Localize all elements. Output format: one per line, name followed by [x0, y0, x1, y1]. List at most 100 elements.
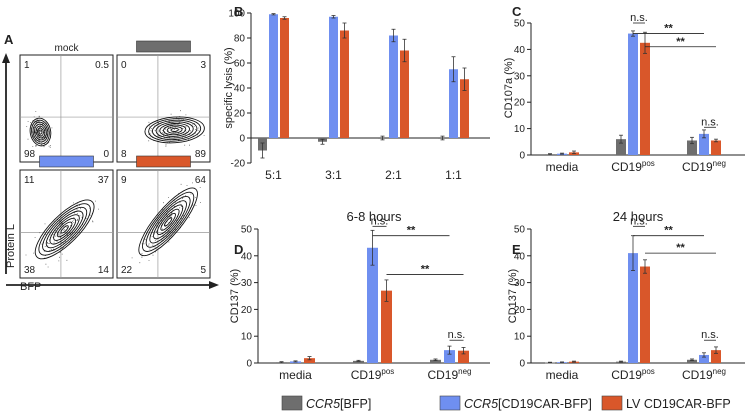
- x-tick-label: CD19pos: [611, 159, 655, 174]
- quadrant-value: 8: [121, 149, 127, 160]
- contour-line: [138, 187, 198, 257]
- y-tick-label: -20: [231, 159, 246, 170]
- quadrant-value: 5: [200, 265, 206, 276]
- flow-plot-3: 11 37 38 14: [19, 155, 114, 279]
- panel-a-x-arrowhead: [209, 281, 219, 289]
- y-tick-label: 20: [514, 305, 526, 316]
- panel-a-ylabel: Protein L: [5, 224, 17, 268]
- quadrant-value: 1: [24, 60, 30, 71]
- y-tick-label: 0: [239, 134, 245, 145]
- significance-label: **: [664, 23, 673, 35]
- legend-label: CCR5[CD19CAR-BFP]: [464, 397, 592, 411]
- significance-label: **: [676, 242, 685, 254]
- bar: [458, 350, 469, 363]
- y-axis-label: CD137 (%): [507, 269, 519, 323]
- quadrant-value: 38: [24, 265, 36, 276]
- y-tick-label: 40: [241, 251, 253, 262]
- contour-line: [163, 124, 187, 136]
- y-tick-label: 60: [234, 59, 246, 70]
- y-tick-label: 40: [514, 251, 526, 262]
- bar: [640, 266, 650, 363]
- y-tick-label: 40: [514, 45, 526, 56]
- contour-line: [32, 121, 49, 143]
- quadrant-value: 89: [195, 149, 207, 160]
- y-tick-label: 50: [241, 225, 253, 236]
- flow-plot-color-bar: [39, 155, 94, 168]
- contour-line: [38, 203, 91, 256]
- y-axis-label: CD107a (%): [503, 58, 515, 119]
- significance-label: **: [421, 264, 430, 276]
- x-tick-label: 1:1: [445, 168, 462, 182]
- bar: [430, 359, 441, 363]
- contour-line: [160, 212, 176, 231]
- contour-line: [29, 117, 52, 147]
- significance-label: n.s.: [630, 215, 648, 227]
- y-tick-label: 10: [514, 332, 526, 343]
- contour-line: [156, 208, 180, 235]
- contour-line: [60, 225, 69, 234]
- x-tick-label: media: [546, 160, 579, 174]
- contour-line: [164, 217, 173, 227]
- flow-plot-color-bar: [136, 40, 191, 53]
- contour-line: [42, 206, 88, 252]
- x-tick-label: CD19pos: [611, 367, 655, 382]
- legend: CCR5[BFP] CCR5[CD19CAR-BFP] LV CD19CAR-BFP: [281, 395, 731, 411]
- contour-line: [153, 204, 184, 240]
- legend-label: LV CD19CAR-BFP: [626, 397, 731, 411]
- bar: [444, 350, 455, 363]
- quadrant-value: 98: [24, 149, 36, 160]
- flow-plot-frame: [116, 169, 211, 279]
- flow-plot-4: 9 64 22 5: [116, 155, 211, 279]
- bar: [687, 140, 697, 155]
- flow-plot-title: mock: [55, 43, 80, 54]
- x-tick-label: 3:1: [325, 168, 342, 182]
- contour-line: [159, 122, 190, 137]
- panel-letter: B: [234, 4, 243, 19]
- quadrant-value: 3: [200, 60, 206, 71]
- y-tick-label: 100: [228, 9, 245, 20]
- significance-label: **: [407, 225, 416, 237]
- contour-line: [149, 200, 187, 244]
- quadrant-value: 22: [121, 265, 133, 276]
- flow-plot-2: 0 3 8 89: [116, 40, 211, 163]
- bar: [699, 133, 709, 155]
- panel-a-xlabel: BFP: [20, 281, 41, 293]
- x-tick-label: CD19neg: [427, 367, 471, 382]
- x-tick-label: media: [279, 368, 312, 382]
- y-tick-label: 30: [514, 71, 526, 82]
- contour-line: [31, 119, 50, 145]
- bar: [628, 253, 638, 363]
- y-tick-label: 0: [246, 359, 252, 370]
- contour-line: [142, 191, 195, 252]
- x-tick-label: media: [546, 368, 579, 382]
- y-tick-label: 50: [514, 19, 526, 30]
- chart-title: 24 hours: [613, 209, 664, 224]
- y-tick-label: 80: [234, 34, 246, 45]
- significance-label: n.s.: [448, 329, 466, 341]
- bar: [280, 18, 289, 138]
- quadrant-value: 11: [24, 175, 35, 186]
- significance-label: **: [676, 36, 685, 48]
- contour-line: [49, 214, 80, 245]
- x-tick-label: 2:1: [385, 168, 402, 182]
- x-tick-label: CD19pos: [351, 367, 395, 382]
- significance-label: n.s.: [701, 329, 719, 341]
- panel-a: A Protein L BFP: [2, 32, 219, 293]
- flow-plot-frame: [116, 54, 211, 163]
- contour-line: [166, 126, 183, 134]
- legend-item: LV CD19CAR-BFP: [601, 395, 731, 411]
- panel-letter: D: [234, 242, 243, 257]
- contour-line: [56, 221, 73, 238]
- legend-label: CCR5[BFP]: [306, 397, 371, 411]
- contour-line: [37, 127, 44, 137]
- bar: [329, 16, 338, 138]
- bar: [304, 358, 315, 363]
- legend-item: CCR5[CD19CAR-BFP]: [439, 395, 592, 411]
- bar: [699, 354, 709, 363]
- contour-line: [148, 118, 202, 142]
- bar: [616, 139, 626, 155]
- quadrant-value: 0.5: [95, 60, 109, 71]
- y-tick-label: 30: [514, 278, 526, 289]
- contour-line: [53, 217, 77, 241]
